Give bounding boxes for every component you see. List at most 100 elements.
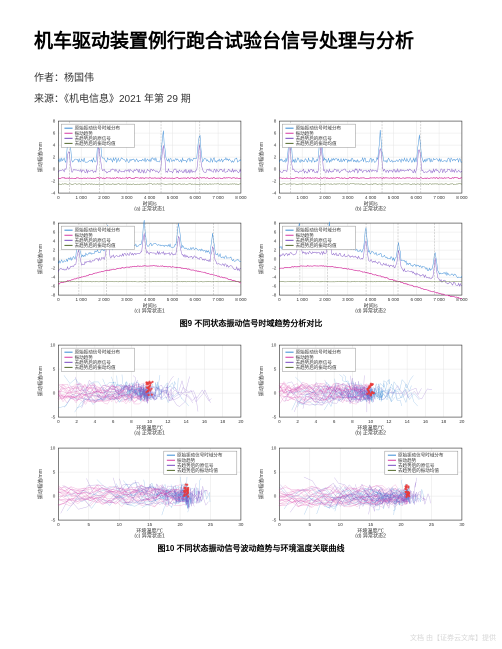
svg-text:7 000: 7 000 (212, 195, 224, 200)
svg-text:0: 0 (57, 297, 60, 302)
svg-text:5: 5 (88, 522, 91, 527)
svg-text:20: 20 (178, 522, 184, 527)
svg-text:6: 6 (274, 229, 277, 234)
svg-text:6 000: 6 000 (190, 195, 202, 200)
svg-text:-5: -5 (51, 415, 56, 420)
svg-text:(c) 异常状态1: (c) 异常状态1 (134, 307, 165, 313)
svg-text:3 000: 3 000 (342, 195, 354, 200)
svg-text:4 000: 4 000 (144, 195, 156, 200)
svg-text:2 000: 2 000 (98, 195, 110, 200)
svg-text:(a) 正常状态1: (a) 正常状态1 (134, 205, 165, 211)
svg-text:-5: -5 (272, 517, 277, 522)
svg-text:1 000: 1 000 (75, 297, 87, 302)
svg-text:-8: -8 (272, 292, 277, 297)
svg-text:4 000: 4 000 (365, 297, 377, 302)
svg-text:6 000: 6 000 (190, 297, 202, 302)
svg-text:0: 0 (53, 256, 56, 261)
svg-text:振动幅值/mm: 振动幅值/mm (258, 244, 265, 274)
svg-text:-4: -4 (272, 190, 277, 195)
svg-text:5: 5 (274, 367, 277, 372)
svg-text:10: 10 (50, 445, 56, 450)
svg-text:5: 5 (53, 469, 56, 474)
svg-text:振动幅值/mm: 振动幅值/mm (37, 366, 44, 396)
svg-text:4: 4 (315, 419, 318, 424)
svg-text:18: 18 (220, 419, 226, 424)
svg-text:去趋势后的振动均值: 去趋势后的振动均值 (75, 364, 116, 371)
svg-text:-4: -4 (272, 274, 277, 279)
svg-text:振动幅值/mm: 振动幅值/mm (37, 244, 44, 274)
svg-text:0: 0 (274, 391, 277, 396)
svg-text:5 000: 5 000 (388, 195, 400, 200)
svg-text:-4: -4 (51, 190, 56, 195)
svg-text:6 000: 6 000 (411, 195, 423, 200)
svg-text:去趋势后的振动均值: 去趋势后的振动均值 (177, 466, 218, 473)
svg-text:30: 30 (459, 522, 465, 527)
svg-text:2 000: 2 000 (319, 195, 331, 200)
svg-text:去趋势后的振动均值: 去趋势后的振动均值 (296, 139, 337, 146)
page-title: 机车驱动装置例行跑合试验台信号处理与分析 (34, 28, 468, 57)
svg-text:0: 0 (53, 166, 56, 171)
svg-text:0: 0 (274, 166, 277, 171)
svg-text:(c) 异常状态1: (c) 异常状态1 (134, 532, 165, 538)
svg-text:8: 8 (53, 118, 56, 123)
svg-text:2 000: 2 000 (319, 297, 331, 302)
svg-text:5: 5 (53, 367, 56, 372)
svg-text:8: 8 (130, 419, 133, 424)
svg-text:20: 20 (238, 419, 244, 424)
svg-text:14: 14 (184, 419, 190, 424)
svg-text:去趋势后的振动均值: 去趋势后的振动均值 (398, 466, 439, 473)
svg-text:6: 6 (333, 419, 336, 424)
svg-text:-2: -2 (51, 178, 56, 183)
svg-text:-2: -2 (272, 265, 277, 270)
svg-text:-5: -5 (51, 517, 56, 522)
svg-text:6: 6 (112, 419, 115, 424)
svg-text:去趋势后的振动均值: 去趋势后的振动均值 (296, 242, 337, 249)
svg-text:15: 15 (368, 522, 374, 527)
svg-text:4: 4 (274, 238, 277, 243)
svg-text:4: 4 (274, 142, 277, 147)
svg-text:振动幅值/mm: 振动幅值/mm (258, 366, 265, 396)
svg-text:去趋势后的振动均值: 去趋势后的振动均值 (75, 139, 116, 146)
svg-text:2: 2 (53, 247, 56, 252)
svg-text:振动幅值/mm: 振动幅值/mm (37, 142, 44, 172)
svg-text:15: 15 (147, 522, 153, 527)
svg-text:8 000: 8 000 (456, 195, 468, 200)
fig9-b: 01 0002 0003 0004 0005 0006 0007 0008 00… (255, 115, 468, 211)
svg-text:1 000: 1 000 (296, 297, 308, 302)
svg-text:去趋势后的振动均值: 去趋势后的振动均值 (296, 364, 337, 371)
svg-text:2 000: 2 000 (98, 297, 110, 302)
svg-text:14: 14 (405, 419, 411, 424)
fig10-grid: 02468101214161820-50510振动幅值/mm环境温度/℃(a) … (34, 339, 468, 538)
svg-text:4 000: 4 000 (365, 195, 377, 200)
fig9-caption: 图9 不同状态振动信号时域趋势分析对比 (34, 318, 468, 329)
fig9-d: 01 0002 0003 0004 0005 0006 0007 0008 00… (255, 217, 468, 313)
svg-text:(d) 异常状态2: (d) 异常状态2 (355, 307, 386, 313)
svg-text:振动幅值/mm: 振动幅值/mm (258, 469, 265, 499)
svg-text:8: 8 (53, 220, 56, 225)
svg-text:3 000: 3 000 (121, 195, 133, 200)
svg-text:3 000: 3 000 (121, 297, 133, 302)
svg-text:25: 25 (208, 522, 214, 527)
svg-text:7 000: 7 000 (433, 195, 445, 200)
svg-text:4: 4 (53, 142, 56, 147)
svg-text:8: 8 (351, 419, 354, 424)
svg-text:4: 4 (53, 238, 56, 243)
svg-text:(b) 正常状态2: (b) 正常状态2 (355, 205, 386, 211)
svg-text:8 000: 8 000 (235, 297, 247, 302)
svg-text:-8: -8 (51, 292, 56, 297)
svg-text:5 000: 5 000 (167, 195, 179, 200)
svg-text:5 000: 5 000 (167, 297, 179, 302)
svg-text:7 000: 7 000 (212, 297, 224, 302)
svg-text:0: 0 (53, 493, 56, 498)
svg-text:-2: -2 (272, 178, 277, 183)
svg-text:-4: -4 (51, 274, 56, 279)
svg-text:20: 20 (459, 419, 465, 424)
svg-text:5 000: 5 000 (388, 297, 400, 302)
fig10-caption: 图10 不同状态振动信号波动趋势与环境温度关联曲线 (34, 543, 468, 554)
svg-text:1 000: 1 000 (75, 195, 87, 200)
source-line: 来源：《机电信息》2021 年第 29 期 (34, 90, 468, 105)
svg-text:12: 12 (386, 419, 392, 424)
svg-text:16: 16 (202, 419, 208, 424)
svg-text:2: 2 (296, 419, 299, 424)
svg-text:10: 10 (338, 522, 344, 527)
